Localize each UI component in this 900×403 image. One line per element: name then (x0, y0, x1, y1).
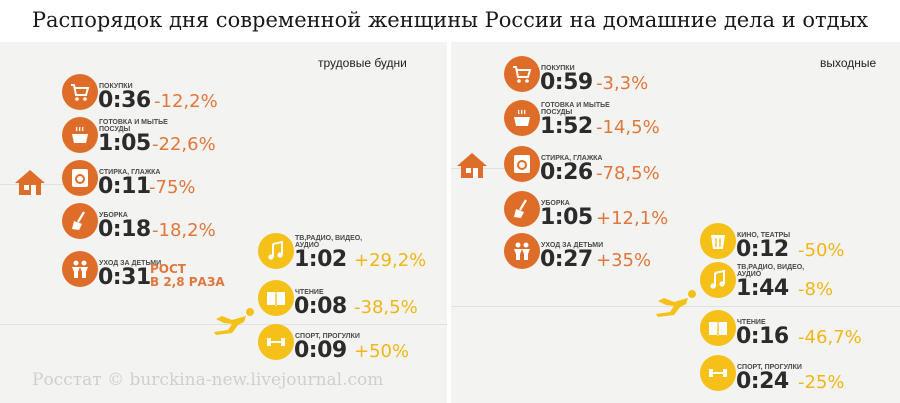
item-change: -25% (798, 372, 845, 393)
item-change: -50% (798, 240, 845, 261)
weekdays-item-tv: тв,радио, видео, аудио 1:02 +29,2% (258, 233, 448, 271)
item-time: 0:59 (540, 70, 593, 95)
item-time: 1:02 (294, 247, 347, 272)
item-time: 1:05 (540, 205, 593, 230)
weekdays-item-laundry: стирка, глажка 0:11 -75% (62, 160, 262, 198)
item-time: 0:36 (98, 88, 151, 113)
item-time: 1:44 (736, 276, 789, 301)
item-change-line1: РОСТ (150, 262, 186, 276)
item-caption: уборка (99, 212, 128, 219)
weekdays-item-reading: чтение 0:08 -38,5% (258, 280, 448, 318)
washer-icon (504, 146, 540, 182)
item-time: 0:09 (294, 338, 347, 363)
music-icon (700, 262, 736, 298)
item-caption: кино, театры (737, 232, 791, 239)
weekend-item-reading: чтение 0:16 -46,7% (700, 310, 890, 348)
item-caption: стирка, глажка (99, 169, 161, 176)
item-change: +50% (354, 341, 410, 362)
weekdays-item-childcare: уход за детьми 0:31 РОСТ В 2,8 РАЗА (62, 251, 262, 289)
weekend-item-cinema: кино, театры 0:12 -50% (700, 223, 890, 261)
runner-icon (214, 308, 254, 335)
item-change: +12,1% (596, 208, 669, 229)
washer-icon (62, 160, 98, 196)
weekdays-item-shopping: покупки 0:36 -12,2% (62, 74, 262, 112)
item-caption: готовка и мытье посуды (99, 119, 168, 133)
leisure-guide-line (0, 324, 447, 325)
item-change: -75% (149, 177, 196, 198)
item-change: -8% (798, 279, 834, 300)
item-time: 0:31 (98, 265, 151, 290)
item-caption: покупки (99, 83, 133, 90)
house-icon (457, 153, 487, 178)
dumbbell-icon (700, 355, 736, 391)
item-time: 1:05 (98, 131, 151, 156)
broom-icon (62, 203, 98, 239)
item-change: -3,3% (596, 73, 649, 94)
item-change: -78,5% (596, 163, 660, 184)
weekdays-item-sport: спорт, прогулки 0:09 +50% (258, 324, 448, 362)
item-time: 0:27 (540, 247, 593, 272)
cart-icon (62, 74, 98, 110)
item-caption: тв,радио, видео, аудио (295, 235, 363, 249)
item-change: -12,2% (154, 91, 218, 112)
weekend-item-cleaning: уборка 1:05 +12,1% (504, 191, 704, 229)
item-caption: спорт, прогулки (295, 333, 360, 340)
weekdays-item-cleaning: уборка 0:18 -18,2% (62, 203, 262, 241)
item-caption: стирка, глажка (541, 155, 603, 162)
item-caption: уход за детьми (99, 260, 162, 267)
book-icon (258, 280, 294, 316)
item-change: +29,2% (354, 250, 427, 271)
weekend-item-childcare: уход за детьми 0:27 +35% (504, 233, 704, 271)
item-change: -14,5% (596, 117, 660, 138)
weekend-item-tv: тв,радио, видео, аудио 1:44 -8% (700, 262, 890, 300)
credit-watermark: Росстат © burckina-new.livejournal.com (32, 370, 384, 390)
item-time: 0:24 (736, 369, 789, 394)
pot-icon (504, 100, 540, 136)
item-time: 0:11 (98, 174, 151, 199)
item-caption: готовка и мытье посуды (541, 102, 610, 116)
dumbbell-icon (258, 324, 294, 360)
item-caption: чтение (737, 319, 766, 326)
weekdays-item-cooking: готовка и мытье посуды 1:05 -22,6% (62, 117, 262, 155)
music-icon (258, 233, 294, 269)
item-time: 0:26 (540, 160, 593, 185)
item-change: -22,6% (152, 134, 216, 155)
item-caption: уход за детьми (541, 242, 604, 249)
house-icon (15, 170, 45, 195)
pot-icon (62, 117, 98, 153)
weekdays-label: трудовые будни (318, 56, 407, 70)
item-time: 1:52 (540, 114, 593, 139)
item-caption: чтение (295, 289, 324, 296)
broom-icon (504, 191, 540, 227)
item-change: -18,2% (152, 220, 216, 241)
cinema-icon (700, 223, 736, 259)
item-caption: спорт, прогулки (737, 364, 802, 371)
runner-icon (656, 290, 696, 317)
item-change: +35% (596, 250, 652, 271)
item-caption: уборка (541, 200, 570, 207)
item-change: -46,7% (798, 327, 862, 348)
weekend-label: выходные (820, 56, 877, 70)
item-change: -38,5% (354, 297, 418, 318)
weekend-item-sport: спорт, прогулки 0:24 -25% (700, 355, 890, 393)
weekend-item-cooking: готовка и мытье посуды 1:52 -14,5% (504, 100, 704, 138)
book-icon (700, 310, 736, 346)
item-time: 0:12 (736, 237, 789, 262)
children-icon (62, 251, 98, 287)
weekend-item-laundry: стирка, глажка 0:26 -78,5% (504, 146, 704, 184)
item-change-line2: В 2,8 РАЗА (150, 275, 225, 289)
weekend-item-shopping: покупки 0:59 -3,3% (504, 56, 704, 94)
item-caption: покупки (541, 65, 575, 72)
item-caption: тв,радио, видео, аудио (737, 264, 805, 278)
children-icon (504, 233, 540, 269)
page-title: Распорядок дня современной женщины Росси… (31, 8, 869, 32)
item-time: 0:08 (294, 294, 347, 319)
item-time: 0:18 (98, 217, 151, 242)
cart-icon (504, 56, 540, 92)
item-time: 0:16 (736, 324, 789, 349)
